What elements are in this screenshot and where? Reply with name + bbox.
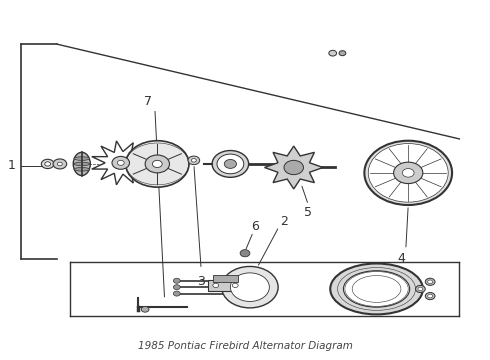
Text: 7: 7 [144,95,151,108]
Circle shape [173,291,180,296]
Ellipse shape [212,150,248,177]
Circle shape [213,283,219,288]
Ellipse shape [217,154,244,174]
Circle shape [232,283,238,288]
Circle shape [393,162,423,184]
Circle shape [57,162,62,166]
Text: 4: 4 [397,252,405,265]
Circle shape [339,51,346,56]
Circle shape [152,160,162,167]
Circle shape [425,293,435,300]
Circle shape [240,249,250,257]
Circle shape [192,158,196,162]
Circle shape [221,266,278,308]
Ellipse shape [224,159,237,168]
Circle shape [230,273,270,301]
Circle shape [145,155,170,173]
Text: 3: 3 [197,275,205,288]
Circle shape [125,141,189,187]
Text: 2: 2 [280,215,288,228]
Circle shape [416,285,425,293]
Polygon shape [265,146,323,189]
Text: 1985 Pontiac Firebird Alternator Diagram: 1985 Pontiac Firebird Alternator Diagram [138,342,352,351]
Text: 5: 5 [304,206,312,219]
Text: 6: 6 [251,220,259,233]
Bar [208,280,243,291]
Circle shape [41,159,54,168]
Ellipse shape [74,167,90,171]
Circle shape [284,160,303,175]
Circle shape [173,285,180,290]
Circle shape [45,162,50,166]
Circle shape [368,144,448,202]
Circle shape [428,280,433,284]
Circle shape [425,278,435,285]
Circle shape [117,160,124,165]
Polygon shape [92,141,151,185]
Circle shape [112,157,129,169]
Circle shape [418,287,423,291]
Circle shape [329,50,337,56]
Ellipse shape [330,264,423,314]
Circle shape [402,168,414,177]
Bar [213,275,238,282]
Ellipse shape [343,271,410,307]
Text: 1: 1 [7,159,15,172]
Ellipse shape [74,157,90,160]
Circle shape [188,156,200,165]
Circle shape [428,294,433,298]
Circle shape [173,278,180,283]
Ellipse shape [74,162,90,166]
Circle shape [141,306,149,312]
Circle shape [365,141,452,205]
Ellipse shape [73,152,90,176]
Circle shape [53,159,67,169]
